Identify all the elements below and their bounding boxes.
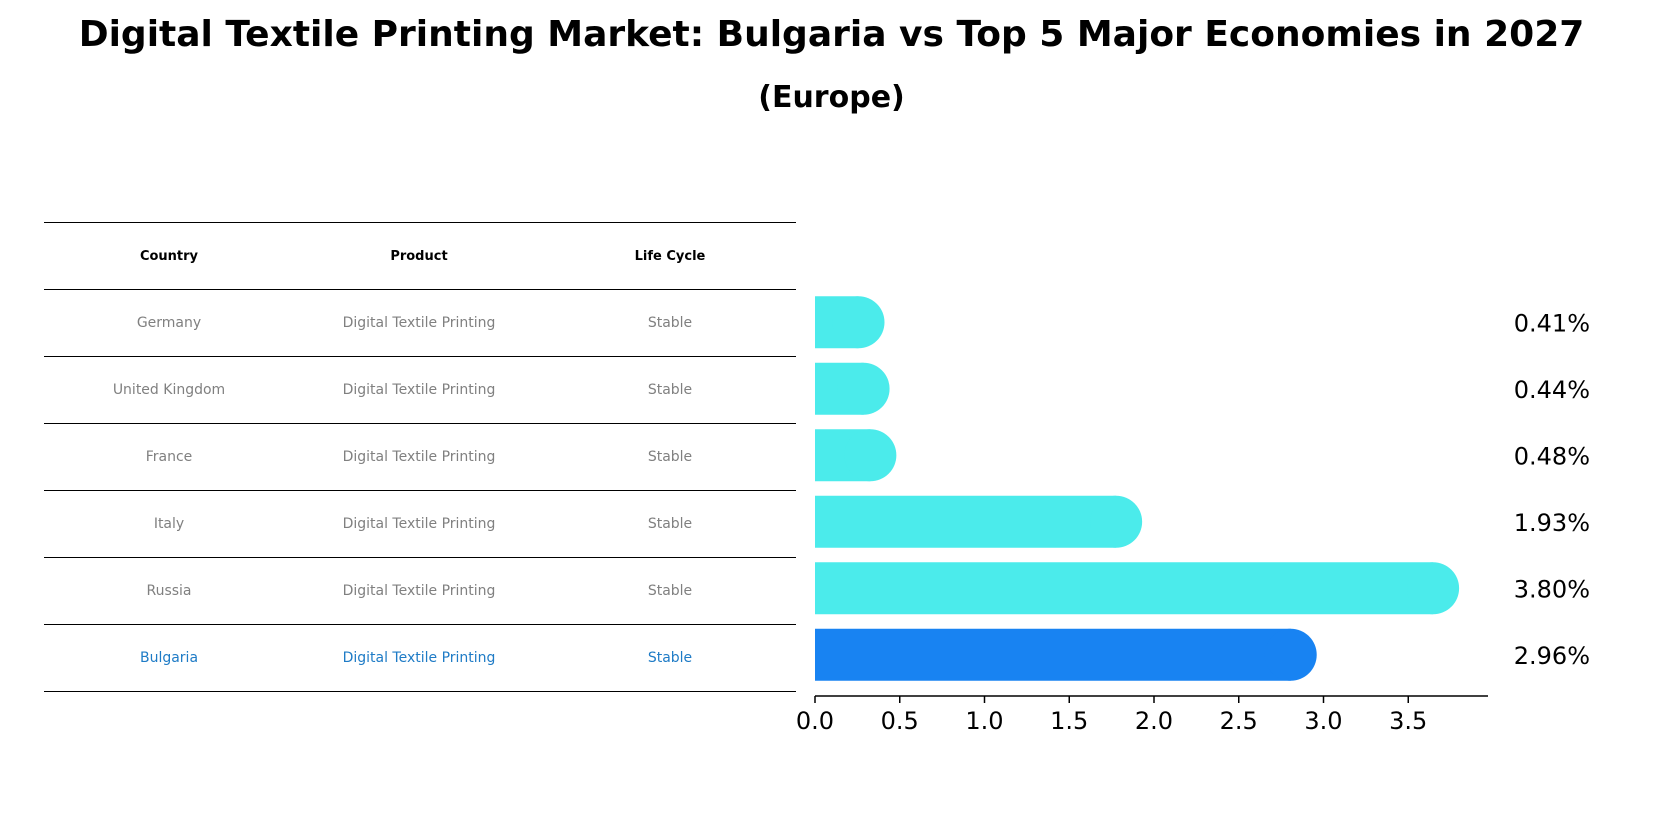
- bar-cap: [1407, 562, 1460, 615]
- data-label: 1.93%: [1514, 509, 1590, 537]
- x-tick-label: 0.5: [881, 707, 919, 735]
- data-label: 0.44%: [1514, 376, 1590, 404]
- bar-cap: [832, 296, 885, 349]
- cell-country: United Kingdom: [112, 382, 226, 398]
- bar-cap: [1090, 495, 1143, 548]
- x-tick-label: 1.5: [1050, 707, 1088, 735]
- x-tick-label: 2.0: [1135, 707, 1173, 735]
- bar-cap: [837, 362, 890, 415]
- data-label: 0.41%: [1514, 309, 1590, 337]
- x-tick-label: 1.0: [965, 707, 1003, 735]
- table-row-highlighted: Bulgaria Digital Textile Printing Stable: [44, 625, 796, 692]
- x-tick-label: 2.5: [1220, 707, 1258, 735]
- x-tick-label: 3.0: [1304, 707, 1342, 735]
- cell-country: Germany: [136, 315, 202, 331]
- cell-product: Digital Textile Printing: [342, 583, 496, 599]
- cell-product: Digital Textile Printing: [342, 449, 496, 465]
- cell-life-cycle: Stable: [647, 516, 693, 532]
- cell-life-cycle: Stable: [647, 449, 693, 465]
- cell-product: Digital Textile Printing: [342, 516, 496, 532]
- cell-product: Digital Textile Printing: [342, 315, 496, 331]
- header-life-cycle: Life Cycle: [634, 248, 706, 264]
- cell-country: France: [145, 449, 193, 465]
- cell-country: Italy: [153, 516, 185, 532]
- cell-life-cycle: Stable: [647, 315, 693, 331]
- header-country: Country: [139, 248, 199, 264]
- data-label: 2.96%: [1514, 642, 1590, 670]
- cell-life-cycle: Stable: [647, 583, 693, 599]
- data-label: 3.80%: [1514, 575, 1590, 603]
- table-row: France Digital Textile Printing Stable: [44, 424, 796, 491]
- table-row: Italy Digital Textile Printing Stable: [44, 491, 796, 558]
- table-row: United Kingdom Digital Textile Printing …: [44, 357, 796, 424]
- chart-title: Digital Textile Printing Market: Bulgari…: [78, 14, 1585, 55]
- cell-country: Bulgaria: [139, 650, 199, 666]
- bar-cap: [1264, 628, 1317, 681]
- data-label: 0.48%: [1514, 442, 1590, 470]
- table-row: Russia Digital Textile Printing Stable: [44, 558, 796, 625]
- header-product: Product: [390, 248, 448, 264]
- bar-bulgaria: [815, 628, 1291, 681]
- x-tick-label: 0.0: [796, 707, 834, 735]
- table-header-row: Country Product Life Cycle: [44, 222, 796, 290]
- chart-subtitle: (Europe): [758, 80, 905, 115]
- bar-russia: [815, 562, 1434, 615]
- cell-life-cycle: Stable: [647, 382, 693, 398]
- bar-italy: [815, 495, 1117, 548]
- bar-cap: [844, 429, 897, 482]
- table-row: Germany Digital Textile Printing Stable: [44, 290, 796, 357]
- cell-product: Digital Textile Printing: [342, 650, 496, 666]
- data-table: Country Product Life Cycle Germany Digit…: [44, 222, 796, 692]
- cell-life-cycle: Stable: [647, 650, 693, 666]
- cell-product: Digital Textile Printing: [342, 382, 496, 398]
- cell-country: Russia: [146, 583, 192, 599]
- x-tick-label: 3.5: [1389, 707, 1427, 735]
